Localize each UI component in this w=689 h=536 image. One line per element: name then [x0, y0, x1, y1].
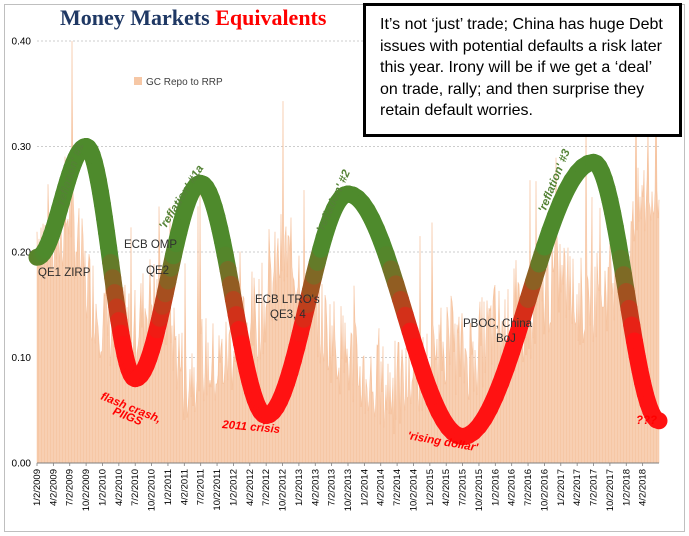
title-part-1: Money Markets: [60, 5, 210, 30]
x-tick-label: 7/2/2011: [196, 469, 207, 505]
x-tick-label: 1/2/2013: [294, 469, 305, 506]
annotation-qe1-zirp: QE1 ZIRP: [38, 267, 91, 279]
x-tick-label: 4/2/2015: [441, 469, 452, 506]
x-tick-label: 7/2/2013: [327, 469, 338, 506]
x-tick-label: 7/2/2012: [261, 469, 272, 506]
title-part-2: Equivalents: [215, 5, 327, 30]
x-tick-label: 7/2/2017: [589, 469, 600, 506]
annotation-pboc-china: PBOC, China: [463, 318, 533, 330]
legend-swatch: [134, 77, 142, 85]
x-tick-label: 7/2/2015: [458, 469, 469, 506]
x-tick-label: 4/2/2016: [507, 469, 518, 506]
x-tick-label: 4/2/2013: [310, 469, 321, 506]
x-tick-label: 1/2/2012: [228, 469, 239, 506]
x-tick-label: 7/2/2010: [130, 469, 141, 506]
y-tick-label: 0.00: [12, 459, 32, 470]
x-tick-label: 10/2/2009: [81, 469, 92, 511]
x-tick-label: 7/2/2016: [523, 469, 534, 506]
annotation-ecb-ltros: ECB LTRO's: [255, 294, 320, 306]
x-tick-label: 10/2/2017: [605, 469, 616, 511]
cycle-segment: [647, 411, 668, 430]
annotation-question-marks: ???: [636, 415, 657, 427]
x-tick-label: 1/2/2015: [425, 469, 436, 506]
x-tick-label: 10/2/2016: [539, 469, 550, 511]
x-tick-label: 10/2/2012: [278, 469, 289, 511]
annotation-boj: BoJ: [496, 333, 516, 345]
callout-box: It’s not ‘just’ trade; China has huge De…: [363, 3, 682, 137]
x-tick-label: 10/2/2010: [147, 469, 158, 511]
callout-text: It’s not ‘just’ trade; China has huge De…: [380, 16, 663, 119]
annotation-qe3-4: QE3, 4: [270, 309, 306, 321]
y-tick-label: 0.20: [12, 248, 32, 259]
x-tick-label: 1/2/2017: [556, 469, 567, 506]
x-tick-label: 4/2/2012: [245, 469, 256, 506]
x-tick-label: 4/2/2014: [376, 469, 387, 506]
y-tick-label: 0.30: [12, 142, 32, 153]
x-tick-label: 1/2/2010: [97, 469, 108, 506]
x-tick-label: 10/2/2013: [343, 469, 354, 511]
y-tick-label: 0.40: [12, 37, 32, 48]
annotation-qe2: QE2: [146, 265, 169, 277]
x-tick-label: 1/2/2014: [359, 469, 370, 506]
x-tick-label: 10/2/2014: [408, 469, 419, 511]
y-tick-label: 0.10: [12, 353, 32, 364]
x-tick-label: 4/2/2011: [179, 469, 190, 505]
legend-label: GC Repo to RRP: [146, 77, 223, 88]
x-tick-label: 4/2/2010: [114, 469, 125, 506]
x-tick-label: 10/2/2015: [474, 469, 485, 511]
x-tick-label: 4/2/2017: [572, 469, 583, 506]
x-tick-label: 1/2/2018: [621, 469, 632, 506]
x-tick-label: 4/2/2018: [638, 469, 649, 506]
chart-title: Money Markets Equivalents: [60, 5, 326, 31]
annotation-crisis-2011: 2011 crisis: [221, 419, 281, 436]
x-tick-label: 1/2/2009: [32, 469, 43, 506]
x-tick-label: 1/2/2011: [163, 469, 174, 505]
x-tick-label: 7/2/2014: [392, 469, 403, 506]
annotation-ecb-omp: ECB OMP: [124, 239, 177, 251]
x-tick-label: 4/2/2009: [48, 469, 59, 506]
x-tick-label: 1/2/2016: [490, 469, 501, 506]
x-tick-label: 10/2/2011: [212, 469, 223, 511]
x-tick-label: 7/2/2009: [65, 469, 76, 506]
